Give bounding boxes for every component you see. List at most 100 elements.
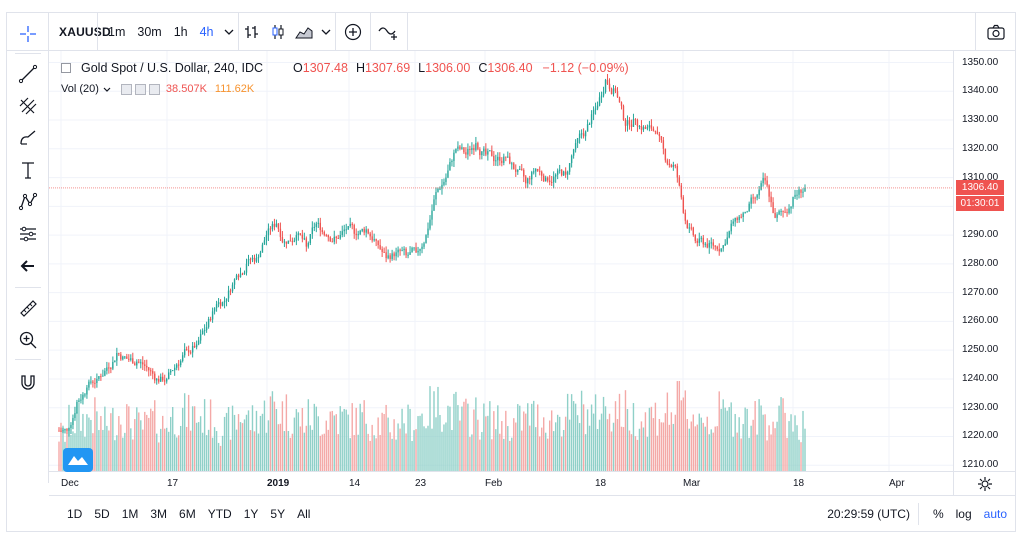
range-1m[interactable]: 1M [121,506,139,521]
price-axis[interactable]: 1350.00 1340.00 1330.00 1320.00 1310.00 1290.… [953,51,1015,471]
candle-body [529,178,531,180]
area-chart-icon[interactable] [291,13,317,51]
pattern-icon[interactable] [7,187,49,217]
range-5d[interactable]: 5D [94,506,110,521]
volume-bar [742,423,744,471]
zoom-in-icon[interactable] [7,325,49,355]
range-1y[interactable]: 1Y [243,506,259,521]
volume-bar [451,429,453,471]
volume-bar [622,427,625,471]
candle-body [616,91,619,98]
candle-body [738,216,740,220]
volume-bar [429,386,431,471]
price-chart[interactable] [49,51,953,471]
interval-30m[interactable]: 30m [137,24,162,39]
text-tool-icon[interactable] [7,155,49,185]
volume-bar [98,430,100,471]
candle-body [722,245,724,249]
indicators-icon[interactable] [371,13,407,51]
volume-bar [734,413,736,471]
interval-dropdown-chevron-icon[interactable] [220,13,238,51]
volume-bar [403,423,405,471]
brush-icon[interactable] [7,123,49,153]
volume-bar [513,418,515,471]
candle-body [588,123,591,125]
candle-body [706,243,708,248]
crosshair-icon[interactable] [7,19,49,49]
log-toggle[interactable]: log [955,507,972,521]
volume-bar [253,431,256,471]
range-5y[interactable]: 5Y [270,506,286,521]
candle-body [273,223,276,227]
range-3m[interactable]: 3M [150,506,168,521]
ruler-icon[interactable] [7,293,49,323]
candle-body [441,184,443,189]
pitchfork-icon[interactable] [7,91,49,121]
volume-bar [594,394,597,471]
gear-icon[interactable] [953,471,1015,495]
volume-bar [168,431,170,471]
candle-body [82,394,84,400]
candle-body [229,290,232,292]
candle-body [102,375,104,377]
camera-icon[interactable] [975,13,1015,51]
remove-icon[interactable] [148,83,160,95]
volume-bar [399,428,401,471]
interval-1h[interactable]: 1h [173,24,188,39]
candle-body [283,241,286,243]
volume-bar [427,425,429,471]
volume-bar [758,399,760,471]
candle-body [367,229,369,234]
auto-toggle[interactable]: auto [983,507,1007,521]
chart-type-chevron-icon[interactable] [317,13,335,51]
candle-body [94,382,96,384]
candle-body [193,345,196,348]
volume-bar [323,433,325,471]
volume-bar [648,407,651,471]
tradingview-logo-icon[interactable] [63,448,93,472]
utc-clock[interactable]: 20:29:59 (UTC) [827,507,910,521]
volume-bar [313,403,316,471]
range-1d[interactable]: 1D [67,506,83,521]
candle-body [590,114,593,124]
volume-bar [754,401,756,471]
volume-bar [548,420,551,471]
volume-chevron-icon[interactable] [103,83,111,95]
volume-bar [144,411,146,471]
volume-bar [319,435,321,471]
settings-icon[interactable] [134,83,146,95]
percent-toggle[interactable]: % [932,507,944,521]
interval-4h[interactable]: 4h [199,24,214,39]
back-arrow-icon[interactable] [7,251,49,281]
visibility-icon[interactable] [120,83,132,95]
volume-bar [331,410,333,471]
volume-bar [325,420,327,471]
candles-icon[interactable] [265,13,291,51]
candle-body [443,181,445,185]
magnet-icon[interactable] [7,367,49,397]
volume-bar [716,426,718,471]
prediction-measure-icon[interactable] [7,219,49,249]
volume-bar [738,417,740,471]
volume-bar [277,424,280,471]
volume-bar [690,421,693,471]
interval-1m[interactable]: 1m [108,24,126,39]
add-compare-icon[interactable] [336,13,370,51]
volume-bar [381,412,383,471]
collapse-legend-icon[interactable] [61,63,71,73]
candle-body [203,330,206,332]
trend-line-icon[interactable] [7,59,49,89]
candle-body [483,148,485,152]
volume-label[interactable]: Vol (20) [61,83,99,95]
candle-body [670,165,673,167]
range-6m[interactable]: 6M [179,506,196,521]
volume-bar [415,429,417,471]
time-axis[interactable]: Dec 17 2019 14 23 Feb 18 Mar 18 Apr [49,471,953,495]
volume-bar [315,406,318,471]
time-tick-label: Apr [889,478,905,489]
bar-chart-icon[interactable] [239,13,265,51]
volume-bar [363,400,365,471]
candle-body [728,231,730,238]
range-ytd[interactable]: YTD [207,506,232,521]
range-all[interactable]: All [297,506,311,521]
